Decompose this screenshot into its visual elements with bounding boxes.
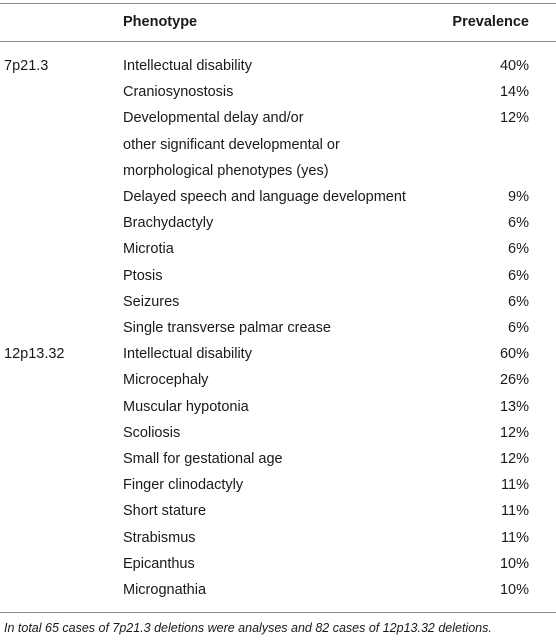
row-prevalence: 11% [501,529,529,546]
header-prevalence: Prevalence [452,14,529,30]
table-row: Micrognathia 10% [0,577,556,603]
row-prevalence: 11% [501,503,529,520]
row-phenotype: Microtia [123,241,174,258]
row-prevalence: 12% [499,451,529,467]
row-prevalence: 14% [499,84,529,101]
row-phenotype: Microcephaly [123,372,209,389]
row-location: 12p13.32 [4,346,65,363]
row-prevalence: 6% [508,267,529,284]
row-phenotype: Muscular hypotonia [123,398,249,415]
table-row: Brachydactyly 6% [0,210,556,236]
row-prevalence: 13% [499,398,529,415]
table-row: Seizures 6% [0,289,556,315]
row-phenotype: Craniosynostosis [123,84,234,101]
row-prevalence: 6% [508,320,529,336]
table-row: Epicanthus 10% [0,551,556,577]
row-prevalence: 6% [508,293,529,310]
row-prevalence: 6% [508,241,529,258]
row-phenotype: Developmental delay and/or [123,110,304,127]
row-location: 7p21.3 [4,58,49,74]
row-prevalence: 11% [501,477,529,494]
row-prevalence: 12% [499,424,529,441]
header-phenotype: Phenotype [123,14,198,30]
table-row: Strabismus 11% [0,525,556,551]
table-row: Ptosis 6% [0,263,556,289]
table-row: other significant developmental or [0,132,556,158]
table-row: 7p21.3 Intellectual disability 40% [0,53,556,79]
row-phenotype: Intellectual disability [123,58,252,74]
row-phenotype: Micrognathia [123,582,207,598]
row-prevalence: 60% [499,346,529,363]
table-row: Short stature 11% [0,498,556,524]
bottom-rule [0,612,556,613]
row-phenotype: Ptosis [123,267,163,284]
table-row: Craniosynostosis 14% [0,79,556,105]
table-row: Finger clinodactyly 11% [0,472,556,498]
table-row: 12p13.32 Intellectual disability 60% [0,341,556,367]
row-prevalence: 9% [508,189,529,205]
row-phenotype: Strabismus [123,529,196,546]
row-phenotype: Intellectual disability [123,346,252,363]
row-phenotype: Finger clinodactyly [123,477,244,494]
row-phenotype: Seizures [123,293,180,310]
table-row: Scoliosis 12% [0,420,556,446]
row-phenotype: morphological phenotypes (yes) [123,162,329,179]
table-header: Phenotype Prevalence [0,9,556,35]
row-prevalence: 10% [499,555,529,572]
row-phenotype: Scoliosis [123,424,181,441]
table-row: morphological phenotypes (yes) [0,158,556,184]
row-prevalence: 40% [499,58,529,74]
table-row: Muscular hypotonia 13% [0,394,556,420]
table-row: Single transverse palmar crease 6% [0,315,556,341]
table-row: Delayed speech and language development 9… [0,184,556,210]
row-phenotype: Small for gestational age [123,451,283,467]
row-prevalence: 10% [499,582,529,598]
table-row: Microcephaly 26% [0,367,556,393]
row-phenotype: Epicanthus [123,555,195,572]
row-prevalence: 26% [499,372,529,389]
row-phenotype: Delayed speech and language development [123,189,406,205]
row-prevalence: 12% [499,110,529,127]
table-row: Small for gestational age 12% [0,446,556,472]
row-prevalence: 6% [508,215,529,232]
top-rule [0,3,556,4]
table-row: Developmental delay and/or 12% [0,105,556,131]
row-phenotype: Single transverse palmar crease [123,320,331,336]
row-phenotype: Brachydactyly [123,215,214,232]
header-rule [0,41,556,42]
row-phenotype: other significant developmental or [123,136,340,153]
table-footnote: In total 65 cases of 7p21.3 deletions we… [4,621,492,635]
row-phenotype: Short stature [123,503,207,520]
table-row: Microtia 6% [0,236,556,262]
